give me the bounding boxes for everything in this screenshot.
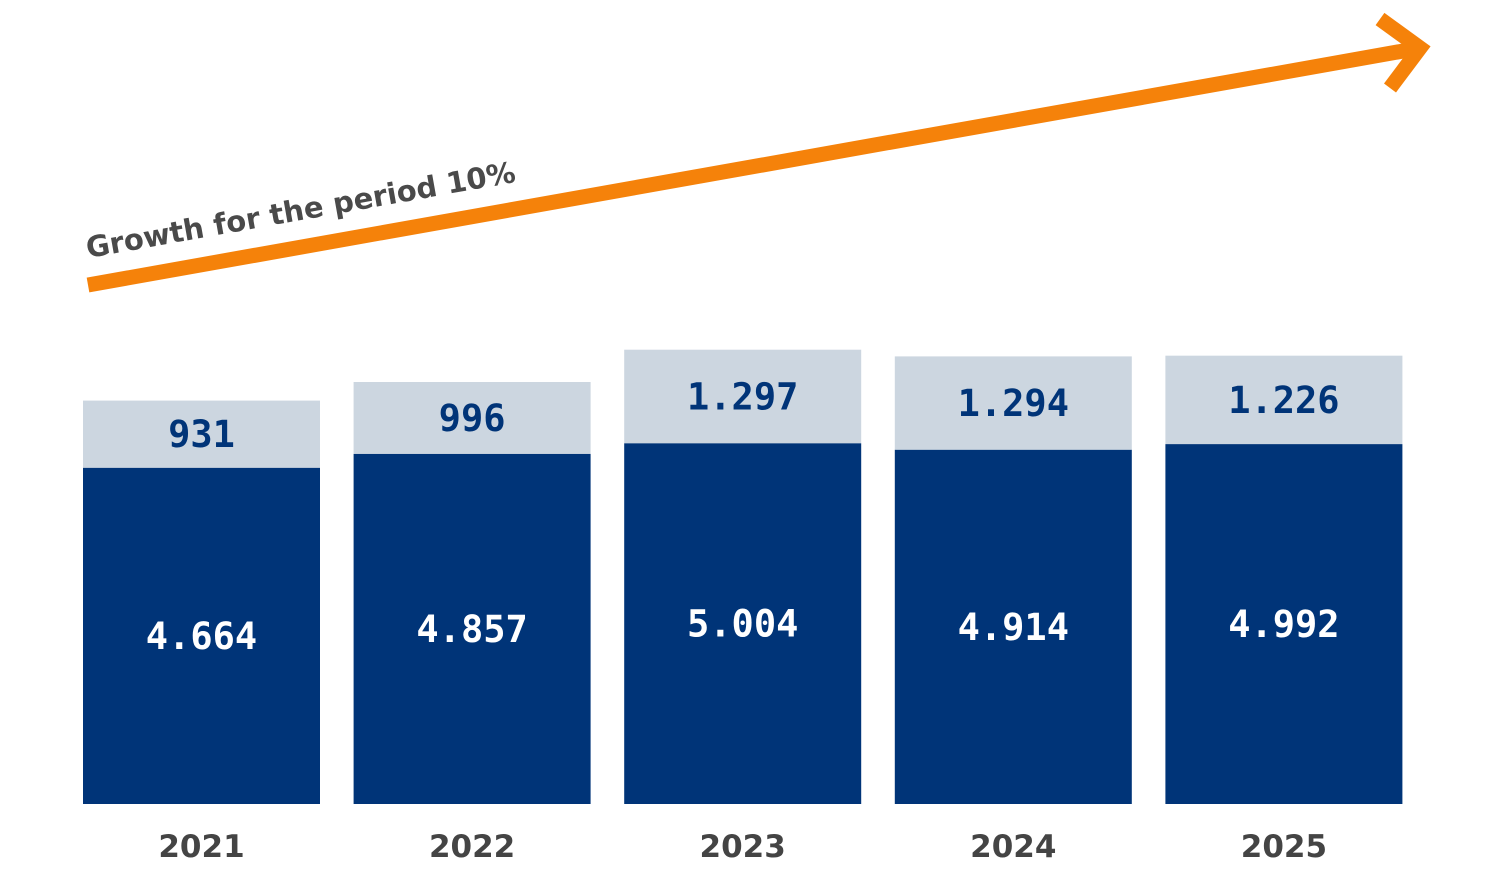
value-label-secondary-2024: 1.294 [958, 382, 1069, 425]
bar-primary-2023 [624, 443, 862, 804]
value-label-primary-2025: 4.992 [1228, 603, 1339, 646]
growth-arrow: Growth for the period 10% [83, 12, 1431, 293]
value-label-primary-2021: 4.664 [146, 615, 257, 658]
bar-secondary-2024 [894, 356, 1132, 450]
value-label-primary-2022: 4.857 [416, 608, 527, 651]
bar-secondary-2022 [353, 381, 591, 454]
bar-secondary-2021 [83, 400, 320, 468]
value-label-secondary-2021: 931 [168, 413, 235, 456]
value-label-primary-2024: 4.914 [958, 606, 1069, 649]
growth-arrow-line [86, 40, 1422, 293]
bar-secondary-2025 [1165, 355, 1403, 445]
year-label-2023: 2023 [700, 829, 786, 865]
year-label-2021: 2021 [158, 829, 244, 865]
value-label-secondary-2025: 1.226 [1228, 379, 1339, 422]
year-label-2022: 2022 [429, 829, 515, 865]
bar-primary-2025 [1165, 444, 1403, 804]
bar-primary-2024 [894, 449, 1132, 804]
bar-secondary-2023 [624, 349, 862, 444]
value-label-secondary-2023: 1.297 [687, 375, 798, 418]
bar-primary-2021 [83, 467, 320, 804]
bar-primary-2022 [353, 453, 591, 804]
year-label-2025: 2025 [1241, 829, 1327, 865]
value-label-primary-2023: 5.004 [687, 603, 798, 646]
value-label-secondary-2022: 996 [439, 397, 506, 440]
bars-group: 4.664 931 2021 4.857 996 2022 5.004 1.297 2023 4.… [83, 349, 1403, 865]
year-label-2024: 2024 [970, 829, 1056, 865]
growth-arrow-head [1375, 12, 1431, 93]
